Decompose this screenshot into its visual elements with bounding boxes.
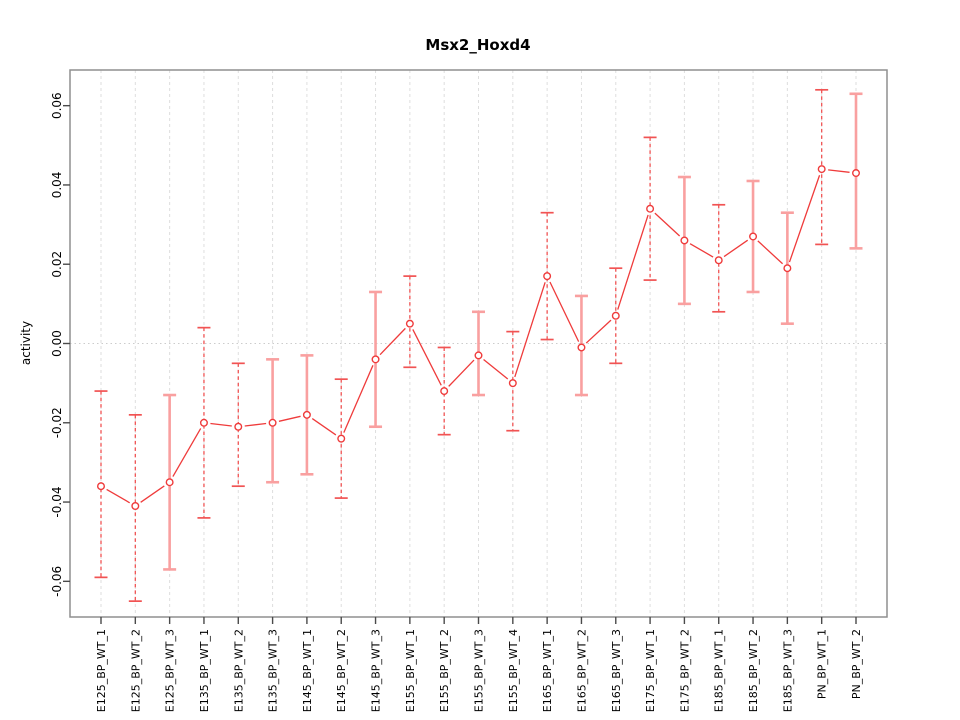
series-segment: [106, 488, 131, 504]
chart-title: Msx2_Hoxd4: [425, 36, 530, 54]
data-point: [131, 502, 140, 511]
axis-layer: -0.06 -0.04 -0.02 0.00 0.02 0.04 0.06 E125_BP_W…: [50, 69, 888, 712]
data-point: [440, 387, 449, 396]
x-tick-label: PN_BP_WT_1: [816, 629, 829, 699]
x-tick-label: E125_BP_WT_1: [95, 629, 108, 712]
data-point: [783, 264, 792, 273]
y-axis-title: activity: [19, 321, 33, 365]
data-point: [234, 422, 243, 431]
data-point: [611, 311, 620, 320]
series-segment: [379, 327, 406, 356]
series-segment: [278, 415, 301, 422]
series-segment: [514, 282, 546, 378]
series-segment: [311, 418, 337, 436]
x-tick-label: E135_BP_WT_1: [198, 629, 211, 712]
data-layer: [94, 88, 863, 602]
y-tick-label: -0.06: [50, 566, 64, 597]
series-segment: [140, 485, 165, 503]
x-tick-label: E135_BP_WT_2: [232, 629, 245, 712]
series-segment: [448, 359, 475, 387]
y-tick-label: 0.00: [50, 330, 64, 357]
series-segment: [654, 212, 681, 237]
data-point: [405, 319, 414, 328]
x-tick-label: E175_BP_WT_1: [644, 629, 657, 712]
x-tick-label: E155_BP_WT_2: [438, 629, 451, 712]
series-segment: [757, 240, 784, 265]
y-tick-label: -0.04: [50, 487, 64, 518]
x-tick-label: E185_BP_WT_3: [781, 629, 794, 712]
data-point: [680, 236, 689, 245]
data-point: [749, 232, 758, 241]
data-point: [268, 418, 277, 427]
x-tick-label: E165_BP_WT_2: [575, 629, 588, 712]
data-point: [543, 272, 552, 281]
series-segment: [210, 422, 232, 427]
x-tick-label: E135_BP_WT_3: [267, 629, 280, 712]
series-segment: [483, 358, 509, 380]
x-tick-label: E145_BP_WT_1: [301, 629, 314, 712]
x-tick-label: E125_BP_WT_2: [129, 629, 142, 712]
series-segment: [244, 422, 267, 427]
x-tick-label: E155_BP_WT_4: [507, 629, 520, 712]
x-tick-label: E175_BP_WT_2: [678, 629, 691, 712]
x-tick-label: E165_BP_WT_1: [541, 629, 554, 712]
data-point: [371, 355, 380, 364]
grid-layer: [70, 70, 887, 617]
x-tick-label: E185_BP_WT_2: [747, 629, 760, 712]
x-tick-label: E165_BP_WT_3: [610, 629, 623, 712]
data-point: [817, 165, 826, 174]
series-segment: [412, 329, 442, 386]
series-segment: [172, 428, 202, 477]
data-point: [714, 256, 723, 265]
x-tick-label: E155_BP_WT_3: [473, 629, 486, 712]
series-segment: [788, 175, 821, 263]
x-tick-label: E145_BP_WT_3: [370, 629, 383, 712]
x-tick-label: E155_BP_WT_1: [404, 629, 417, 712]
series-segment: [617, 214, 649, 310]
series-segment: [585, 319, 612, 344]
data-point: [199, 418, 208, 427]
data-point: [337, 434, 346, 443]
series-segment: [828, 169, 850, 173]
data-point: [508, 379, 517, 388]
data-point: [577, 343, 586, 352]
x-tick-label: E145_BP_WT_2: [335, 629, 348, 712]
y-tick-label: 0.06: [50, 92, 64, 119]
data-point: [474, 351, 483, 360]
y-tick-label: 0.02: [50, 251, 64, 278]
y-tick-label: 0.04: [50, 172, 64, 199]
x-tick-label: E185_BP_WT_1: [713, 629, 726, 712]
data-point: [96, 482, 105, 491]
data-point: [165, 478, 174, 487]
data-point: [852, 169, 861, 178]
data-point: [302, 410, 311, 419]
x-tick-label: PN_BP_WT_2: [850, 629, 863, 699]
y-tick-label: -0.02: [50, 407, 64, 438]
x-tick-label: E125_BP_WT_3: [164, 629, 177, 712]
series-segment: [549, 281, 580, 342]
series-segment: [723, 239, 749, 258]
series-segment: [343, 365, 374, 433]
data-point: [646, 204, 655, 213]
series-segment: [689, 243, 714, 258]
